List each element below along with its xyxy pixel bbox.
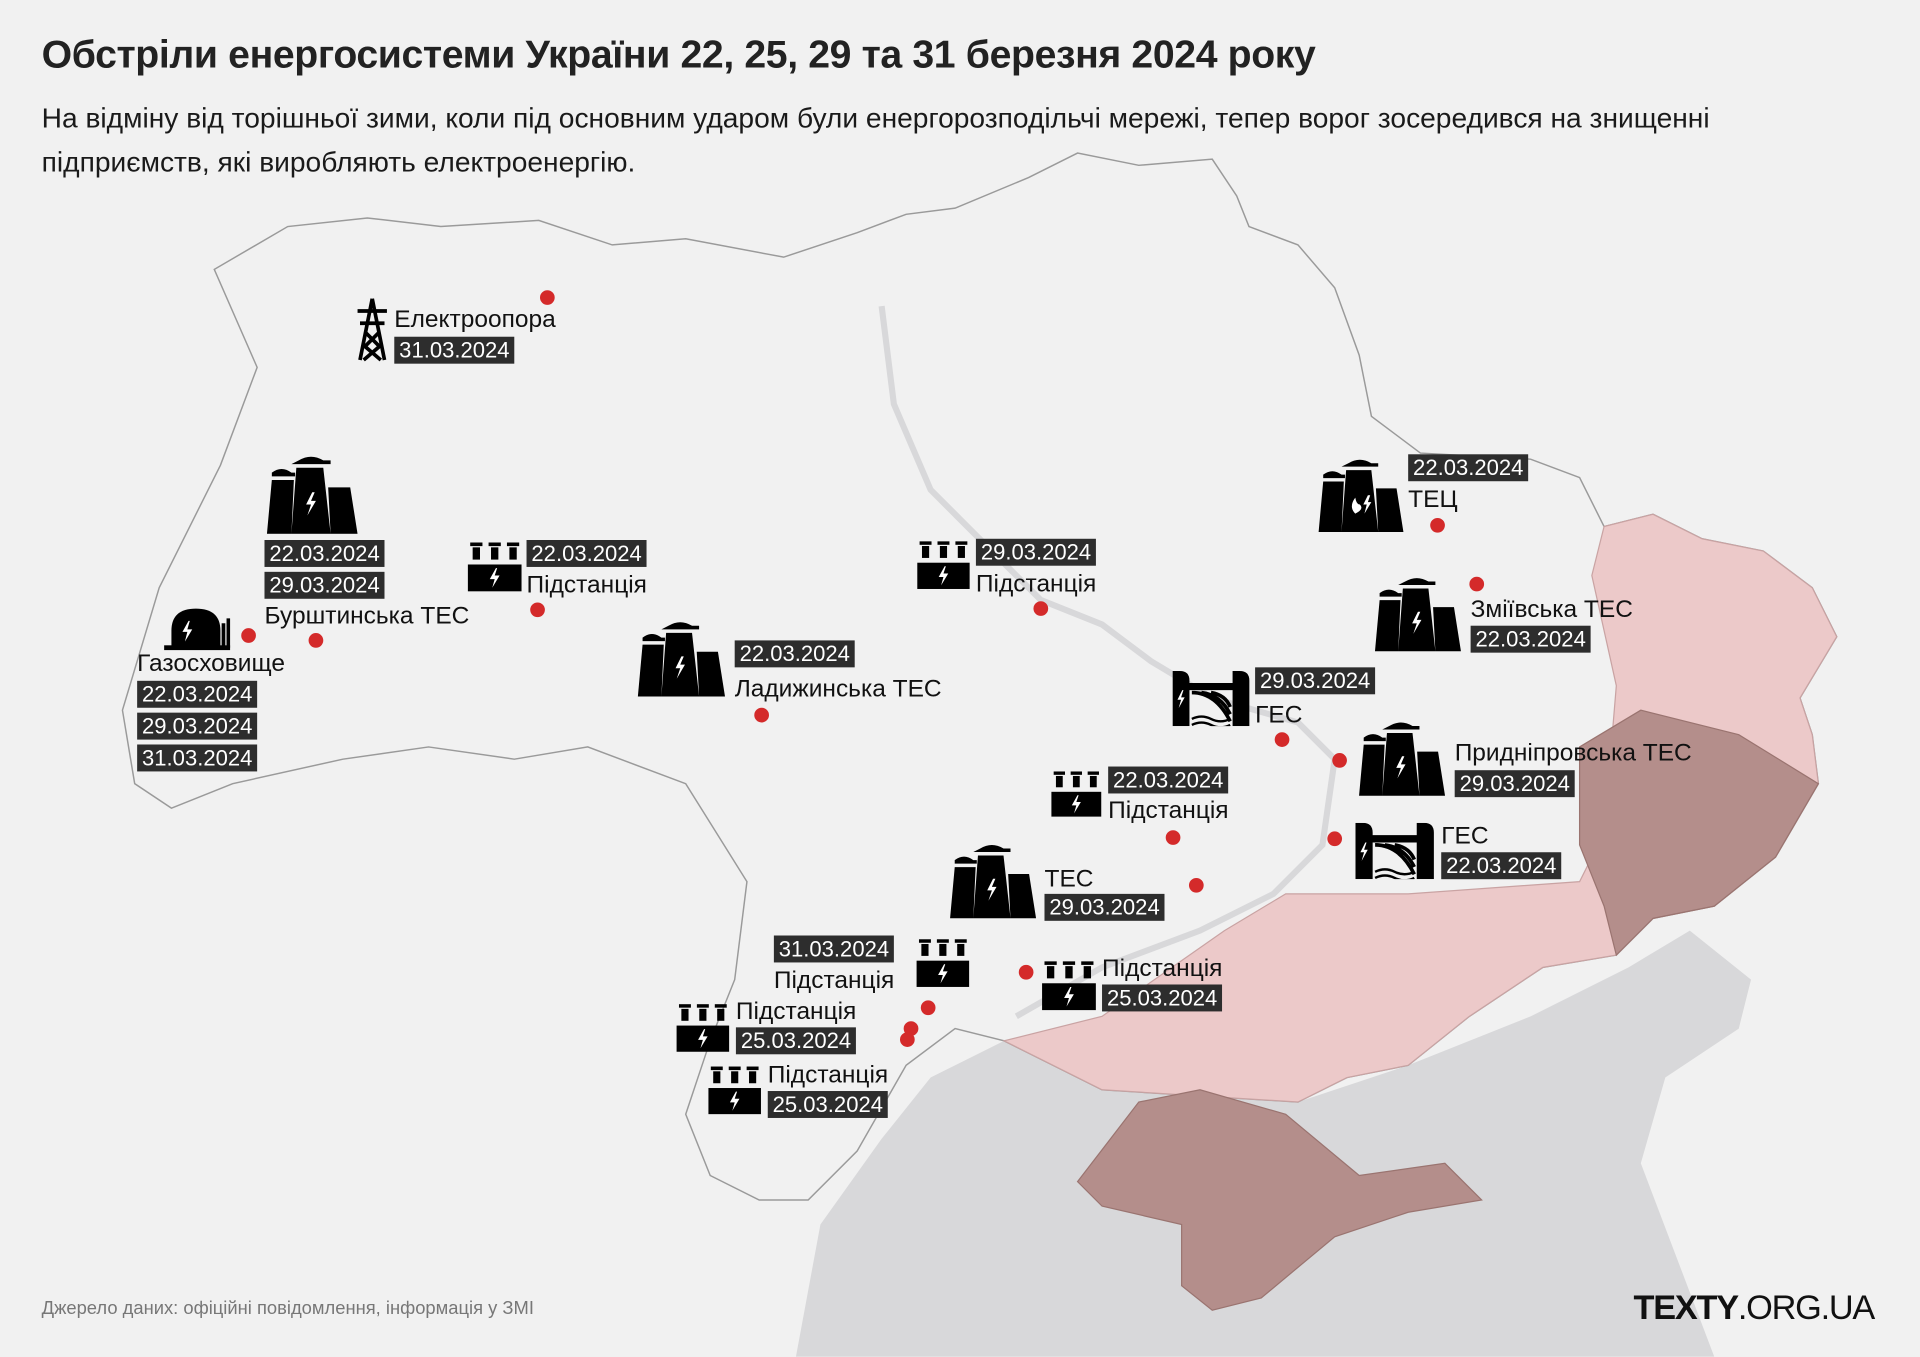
marker-label: ТЕЦ — [1408, 486, 1458, 514]
hydro-plant-icon — [1172, 671, 1250, 729]
attack-location-dot[interactable] — [1327, 831, 1343, 847]
power-plant-icon — [264, 456, 360, 534]
marker-label: ГЕС — [1441, 822, 1489, 850]
substation-icon — [676, 1004, 730, 1052]
attack-location-dot[interactable] — [903, 1021, 919, 1036]
attack-date-badge: 22.03.2024 — [1441, 852, 1562, 880]
substation-icon — [917, 541, 970, 589]
attack-location-dot[interactable] — [900, 1032, 915, 1047]
gas-storage-icon — [164, 606, 231, 651]
attack-location-dot[interactable] — [754, 707, 769, 723]
attack-location-dot[interactable] — [1188, 877, 1204, 893]
attack-date-badge: 31.03.2024 — [394, 336, 515, 364]
attack-date-badge: 22.03.2024 — [1470, 625, 1591, 653]
data-source: Джерело даних: офіційні повідомлення, ін… — [41, 1297, 534, 1319]
marker-label: Підстанція — [735, 997, 857, 1025]
attack-date-badge: 22.03.2024 — [1108, 766, 1229, 794]
marker-label: ГЕС — [1255, 701, 1303, 729]
page-title: Обстріли енергосистеми України 22, 25, 2… — [41, 31, 1316, 76]
marker-label: Підстанція — [1108, 797, 1229, 825]
occupied-crimea — [1076, 1089, 1483, 1311]
attack-location-dot[interactable] — [308, 633, 324, 648]
attack-location-dot[interactable] — [1469, 576, 1485, 592]
attack-date-badge: 25.03.2024 — [1102, 984, 1223, 1012]
marker-label: Підстанція — [526, 571, 647, 599]
marker-label: Електроопора — [394, 306, 556, 334]
marker-label: Ладижинська ТЕС — [734, 675, 942, 703]
marker-label: Зміївська ТЕС — [1470, 596, 1633, 624]
texty-logo[interactable]: TEXTY.ORG.UA — [1633, 1288, 1875, 1327]
attack-date-badge: 22.03.2024 — [137, 680, 258, 708]
attack-date-badge: 29.03.2024 — [1255, 667, 1376, 695]
attack-location-dot[interactable] — [241, 628, 256, 643]
attack-date-badge: 29.03.2024 — [975, 538, 1097, 566]
attack-location-dot[interactable] — [1430, 517, 1445, 533]
chp-plant-icon — [1316, 456, 1405, 536]
marker-label: Придніпровська ТЕС — [1454, 739, 1692, 767]
substation-icon — [1051, 771, 1102, 817]
attack-location-dot[interactable] — [1332, 753, 1347, 768]
attack-date-badge: 22.03.2024 — [1408, 454, 1529, 482]
attack-location-dot[interactable] — [920, 1000, 936, 1016]
attack-date-badge: 22.03.2024 — [264, 540, 385, 567]
attack-location-dot[interactable] — [530, 602, 545, 618]
attack-date-badge: 25.03.2024 — [767, 1091, 888, 1118]
occupied-donetsk — [1578, 709, 1820, 957]
attack-date-badge: 29.03.2024 — [264, 571, 385, 599]
power-plant-icon — [1373, 576, 1464, 653]
attack-location-dot[interactable] — [540, 290, 555, 305]
pylon-icon — [355, 296, 389, 362]
power-plant-icon — [636, 620, 728, 698]
marker-label: Бурштинська ТЕС — [264, 602, 470, 630]
attack-date-badge: 29.03.2024 — [1454, 770, 1575, 798]
attack-location-dot[interactable] — [1018, 964, 1034, 980]
attack-date-badge: 22.03.2024 — [734, 640, 855, 668]
attack-date-badge: 31.03.2024 — [137, 744, 258, 772]
logo-rest: .ORG.UA — [1737, 1288, 1875, 1327]
attack-location-dot[interactable] — [1274, 732, 1290, 747]
hydro-plant-icon — [1354, 822, 1435, 882]
substation-icon — [467, 542, 522, 592]
logo-bold: TEXTY — [1633, 1288, 1739, 1327]
marker-label: Підстанція — [975, 570, 1097, 598]
attack-location-dot[interactable] — [1033, 601, 1049, 616]
occupied-territory — [1002, 513, 1838, 1103]
attack-date-badge: 29.03.2024 — [1044, 893, 1165, 921]
attack-date-badge: 25.03.2024 — [735, 1027, 857, 1055]
substation-icon — [916, 939, 970, 987]
attack-date-badge: 31.03.2024 — [773, 935, 894, 963]
attack-date-badge: 29.03.2024 — [137, 712, 258, 740]
marker-label: Підстанція — [1102, 955, 1223, 983]
substation-icon — [708, 1066, 762, 1115]
attack-location-dot[interactable] — [1165, 830, 1181, 845]
marker-label: Газосховище — [137, 650, 285, 678]
power-plant-icon — [1357, 720, 1448, 797]
page-subtitle: На відміну від торішньої зими, коли під … — [41, 101, 1710, 178]
marker-label: ТЕС — [1044, 865, 1094, 893]
power-plant-icon — [948, 842, 1039, 919]
attack-date-badge: 22.03.2024 — [526, 540, 647, 567]
marker-label: Підстанція — [767, 1061, 889, 1089]
marker-label: Підстанція — [773, 967, 895, 995]
substation-icon — [1042, 961, 1096, 1011]
